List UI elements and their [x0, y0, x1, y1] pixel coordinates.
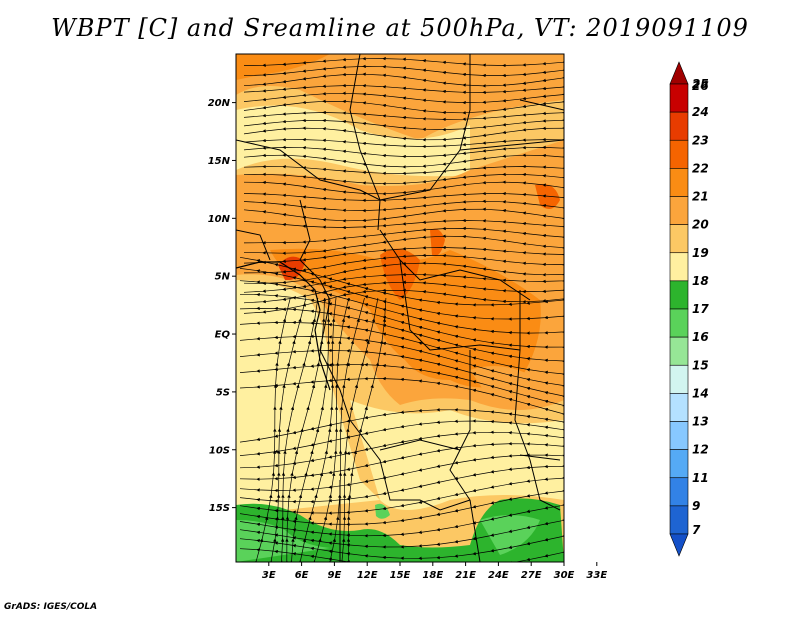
- lat-label: 5N: [215, 272, 231, 283]
- lat-label: 5S: [216, 387, 230, 398]
- colorbar-swatch: [669, 196, 689, 225]
- streamline: [243, 72, 564, 88]
- colorbar-label: 17: [692, 302, 709, 316]
- country-borders: [236, 54, 564, 562]
- colorbar-label: 7: [692, 523, 701, 537]
- colorbar-label: 14: [692, 386, 709, 400]
- colorbar-swatch: [669, 252, 689, 282]
- colorbar-label: 21: [692, 190, 709, 204]
- lat-label: 20N: [208, 98, 231, 109]
- streamlines: [239, 56, 564, 562]
- streamline: [243, 191, 564, 203]
- colorbar-label: 22: [692, 161, 709, 175]
- colorbar-label: 19: [692, 246, 709, 260]
- colorbar-label: 25: [692, 77, 709, 91]
- lon-label: 33E: [586, 570, 607, 581]
- streamline: [243, 199, 564, 213]
- colorbar-label: 12: [692, 443, 709, 457]
- colorbar-swatch: [669, 308, 689, 338]
- lon-label: 24E: [488, 570, 509, 581]
- colorbar-swatch: [669, 336, 689, 366]
- colorbar-swatch: [669, 168, 689, 197]
- colorbar-swatch: [669, 111, 689, 141]
- colorbar-label: 15: [692, 358, 709, 372]
- lon-label: 12E: [357, 570, 378, 581]
- map-title: WBPT [C] and Sreamline at 500hPa, VT: 20…: [51, 14, 749, 42]
- colorbar-top-arrow: [669, 61, 689, 85]
- colorbar-swatch: [669, 364, 689, 394]
- colorbar-label: 26: [692, 79, 709, 93]
- colorbar-label: 16: [692, 330, 709, 344]
- coastline: [236, 261, 331, 391]
- streamline: [243, 218, 564, 230]
- lat-label: 10S: [209, 445, 230, 456]
- lat-label: 15S: [209, 503, 230, 514]
- colorbar-label: 20: [692, 218, 709, 232]
- colorbar-label: 24: [692, 105, 709, 119]
- colorbar-label: 11: [692, 471, 709, 485]
- latitude-axis: 20N 15N 10N 5N EQ 5S 10S 15S: [208, 98, 236, 514]
- colorbar-label: 23: [692, 133, 709, 147]
- streamline: [243, 99, 564, 115]
- lon-label: 30E: [554, 570, 575, 581]
- colorbar-swatch: [669, 224, 689, 254]
- colorbar-swatch: [669, 280, 689, 310]
- lat-label: 10N: [208, 214, 231, 225]
- colorbar-swatch: [669, 449, 689, 479]
- colorbar-swatch: [669, 139, 689, 169]
- streamline: [243, 91, 564, 105]
- streamline: [243, 83, 564, 95]
- colorbar-label: 13: [692, 415, 709, 429]
- streamline: [243, 180, 564, 196]
- lon-label: 6E: [295, 570, 309, 581]
- colorbar-swatch: [669, 477, 689, 507]
- lon-label: 15E: [390, 570, 411, 581]
- footer-credit: GrADS: IGES/COLA: [4, 602, 98, 612]
- colorbar-bottom-arrow: [669, 533, 689, 557]
- streamline: [243, 110, 564, 122]
- colorbar-swatch: [669, 83, 689, 113]
- colorbar-label: 9: [692, 499, 700, 513]
- wbpt-shading: [236, 54, 564, 562]
- colorbar-swatch: [669, 421, 689, 450]
- lat-label: 15N: [208, 156, 231, 167]
- lon-label: 9E: [328, 570, 342, 581]
- colorbar-swatch: [669, 393, 689, 422]
- lon-label: 3E: [262, 570, 276, 581]
- lon-label: 21E: [455, 570, 476, 581]
- colorbar-swatch: [669, 505, 689, 535]
- lon-label: 18E: [422, 570, 443, 581]
- lon-label: 27E: [521, 570, 542, 581]
- lat-label: EQ: [215, 330, 231, 341]
- streamline: [243, 207, 564, 223]
- longitude-axis: 3E 6E 9E 12E 15E 18E 21E 24E 27E 30E 33E: [262, 562, 607, 581]
- streamline: [346, 297, 387, 562]
- colorbar-label: 18: [692, 274, 709, 288]
